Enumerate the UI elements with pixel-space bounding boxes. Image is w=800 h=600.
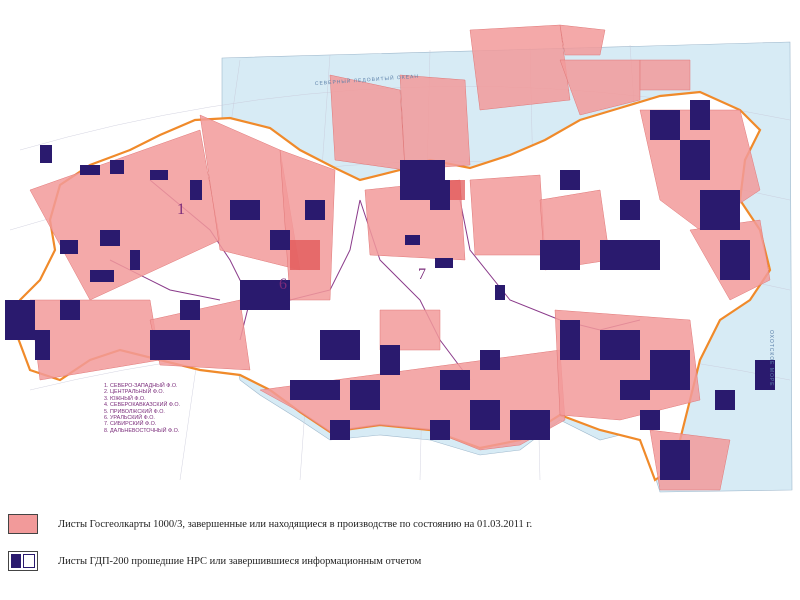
district-legend-item: 5. ПРИВОЛЖСКИЙ Ф.О.	[104, 408, 165, 415]
overlap-patch	[450, 180, 465, 200]
district-legend-item: 7. СИБИРСКИЙ Ф.О.	[104, 421, 157, 428]
gdp200-sheets	[5, 100, 775, 480]
district-legend-item: 1. СЕВЕРО-ЗАПАДНЫЙ Ф.О.	[104, 383, 178, 389]
district-legend-item: 2. ЦЕНТРАЛЬНЫЙ Ф.О.	[104, 389, 165, 396]
legend-item-gosgeolkarta: Листы Госгеолкарты 1000/3, завершенные и…	[8, 512, 788, 536]
legend-label: Листы ГДП-200 прошедшие НРС или завершив…	[58, 555, 422, 567]
russia-map: 1 6 7 СЕВЕРНЫЙ ЛЕДОВИТЫЙ ОКЕАН ОХОТСКОЕ …	[5, 24, 793, 493]
legend-item-gdp200: Листы ГДП-200 прошедшие НРС или завершив…	[8, 549, 788, 573]
federal-districts-legend: 1. СЕВЕРО-ЗАПАДНЫЙ Ф.О. 2. ЦЕНТРАЛЬНЫЙ Ф…	[104, 383, 204, 434]
pink-swatch	[8, 514, 38, 534]
district-legend-item: 3. ЮЖНЫЙ Ф.О.	[104, 395, 146, 402]
district-legend-item: 6. УРАЛЬСКИЙ Ф.О.	[104, 415, 155, 422]
overlap-patch	[290, 240, 320, 270]
district-legend-item: 8. ДАЛЬНЕВОСТОЧНЫЙ Ф.О.	[104, 427, 180, 434]
legend-label: Листы Госгеолкарты 1000/3, завершенные и…	[58, 518, 533, 530]
sea-label: ОХОТСКОЕ МОРЕ	[768, 330, 774, 387]
blue-swatch	[8, 551, 38, 571]
district-number: 7	[418, 266, 426, 283]
district-legend-item: 4. СЕВЕРОКАВКАЗСКИЙ Ф.О.	[104, 402, 181, 409]
district-number: 6	[279, 276, 287, 293]
district-number: 1	[177, 201, 185, 218]
